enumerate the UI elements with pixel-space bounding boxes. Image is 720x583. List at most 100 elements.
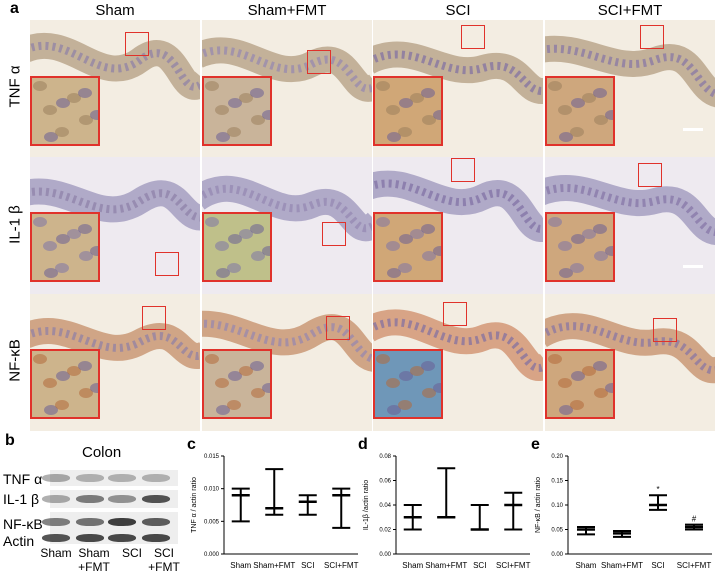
- magnified-inset: [545, 76, 615, 146]
- y-tick-label: 0.015: [204, 454, 220, 460]
- scale-bar: [683, 265, 703, 268]
- lane-label-sci: SCI: [121, 546, 142, 560]
- micrograph-r2-c1: [30, 157, 200, 294]
- blot-band: [142, 474, 170, 482]
- blot-label-actin: Actin: [3, 533, 35, 549]
- magnified-inset: [202, 76, 272, 146]
- blot-band: [76, 518, 104, 526]
- blot-band: [108, 534, 136, 542]
- region-of-interest-box: [461, 25, 485, 49]
- blot-band: [108, 518, 136, 526]
- magnified-inset: [373, 76, 443, 146]
- chart-c: 0.000 0.005 0.010 0.015 TNF α / actin ratio S…: [184, 448, 364, 583]
- y-axis-label: IL-1β /actin ratio: [363, 480, 370, 530]
- region-of-interest-box: [155, 252, 179, 276]
- blot-band: [76, 474, 104, 482]
- scale-bar: [683, 128, 703, 131]
- micrograph-r3-c4: [545, 294, 715, 431]
- panel-letter-c: c: [187, 436, 196, 453]
- region-of-interest-box: [653, 318, 677, 342]
- y-tick-label: 0.02: [379, 528, 391, 534]
- x-tick-label: SCI+FMT: [496, 561, 531, 570]
- micrograph-r3-c3: [373, 294, 543, 431]
- row-label-tnf: TNF α: [6, 65, 24, 108]
- lane-label-sham: Sham: [40, 546, 72, 560]
- y-axis-label: NF-κB / actin ratio: [535, 477, 542, 533]
- x-tick-label: Sham+FMT: [425, 561, 467, 570]
- y-tick-label: 0.08: [379, 454, 391, 460]
- chart-d-svg: 0.00 0.02 0.04 0.06 0.08 IL-1β /actin ratio Sh…: [363, 454, 531, 570]
- y-tick-label: 0.04: [379, 503, 391, 509]
- micrograph-r1-c1: [30, 20, 200, 157]
- significance-mark: *: [656, 485, 659, 494]
- micrograph-r2-c2: [202, 157, 372, 294]
- row-label-nfkb: NF-κB: [6, 339, 24, 382]
- chart-e: 0.00 0.05 0.10 0.15 0.20 NF-κB / actin ratio S…: [528, 448, 718, 583]
- y-tick-label: 0.010: [204, 487, 220, 493]
- magnified-inset: [202, 349, 272, 419]
- blot-label-tnf: TNF α: [3, 471, 43, 487]
- y-tick-label: 0.000: [204, 552, 220, 558]
- chart-c-svg: 0.000 0.005 0.010 0.015 TNF α / actin ratio S…: [191, 454, 359, 570]
- blot-band: [142, 534, 170, 542]
- magnified-inset: [545, 212, 615, 282]
- micrograph-r3-c2: [202, 294, 372, 431]
- magnified-inset: [30, 76, 100, 146]
- blot-row: [42, 470, 178, 486]
- blot-label-il1: IL-1 β: [3, 491, 40, 507]
- lane-label-sham-fmt: Sham +FMT: [78, 546, 110, 574]
- y-tick-label: 0.00: [379, 552, 391, 558]
- column-header-sci-fmt: SCI+FMT: [597, 2, 663, 19]
- x-tick-label: Sham+FMT: [253, 561, 295, 570]
- x-tick-label: SCI: [473, 561, 486, 570]
- panel-letter-a: a: [10, 0, 19, 17]
- region-of-interest-box: [125, 32, 149, 56]
- y-tick-label: 0.05: [551, 528, 563, 534]
- blot-band: [42, 534, 70, 542]
- panel-letter-b: b: [5, 432, 15, 449]
- magnified-inset: [373, 349, 443, 419]
- lane-label-sci-fmt: SCI +FMT: [148, 546, 180, 574]
- x-tick-label: Sham: [402, 561, 423, 570]
- y-tick-label: 0.005: [204, 519, 220, 525]
- region-of-interest-box: [443, 302, 467, 326]
- blot-label-nfkb: NF-κB: [3, 516, 43, 532]
- blot-title: Colon: [82, 444, 122, 461]
- blot-band: [42, 518, 70, 526]
- y-tick-label: 0.15: [551, 479, 563, 485]
- column-header-sham: Sham: [95, 2, 135, 19]
- region-of-interest-box: [638, 163, 662, 187]
- y-tick-label: 0.06: [379, 479, 391, 485]
- x-tick-label: SCI: [651, 561, 664, 570]
- y-axis-label: TNF α / actin ratio: [191, 477, 198, 533]
- panel-letter-d: d: [358, 436, 368, 453]
- blot-band: [108, 495, 136, 503]
- region-of-interest-box: [451, 158, 475, 182]
- magnified-inset: [30, 212, 100, 282]
- blot-row: [42, 532, 178, 544]
- significance-mark: #: [692, 515, 697, 524]
- blot-band: [76, 534, 104, 542]
- y-tick-label: 0.20: [551, 454, 563, 460]
- magnified-inset: [545, 349, 615, 419]
- blot-row: [42, 490, 178, 508]
- magnified-inset: [373, 212, 443, 282]
- blot-band: [42, 474, 70, 482]
- micrograph-r1-c4: [545, 20, 715, 157]
- blot-band: [76, 495, 104, 503]
- region-of-interest-box: [640, 25, 664, 49]
- micrograph-r2-c4: [545, 157, 715, 294]
- blot-band: [142, 518, 170, 526]
- blot-band: [142, 495, 170, 503]
- x-tick-label: Sham: [576, 561, 597, 570]
- micrograph-r1-c3: [373, 20, 543, 157]
- column-header-sham-fmt: Sham+FMT: [247, 2, 327, 19]
- region-of-interest-box: [142, 306, 166, 330]
- x-tick-label: Sham+FMT: [601, 561, 643, 570]
- micrograph-r2-c3: [373, 157, 543, 294]
- magnified-inset: [30, 349, 100, 419]
- x-tick-label: SCI+FMT: [677, 561, 712, 570]
- y-tick-label: 0.10: [551, 503, 563, 509]
- blot-band: [108, 474, 136, 482]
- region-of-interest-box: [307, 50, 331, 74]
